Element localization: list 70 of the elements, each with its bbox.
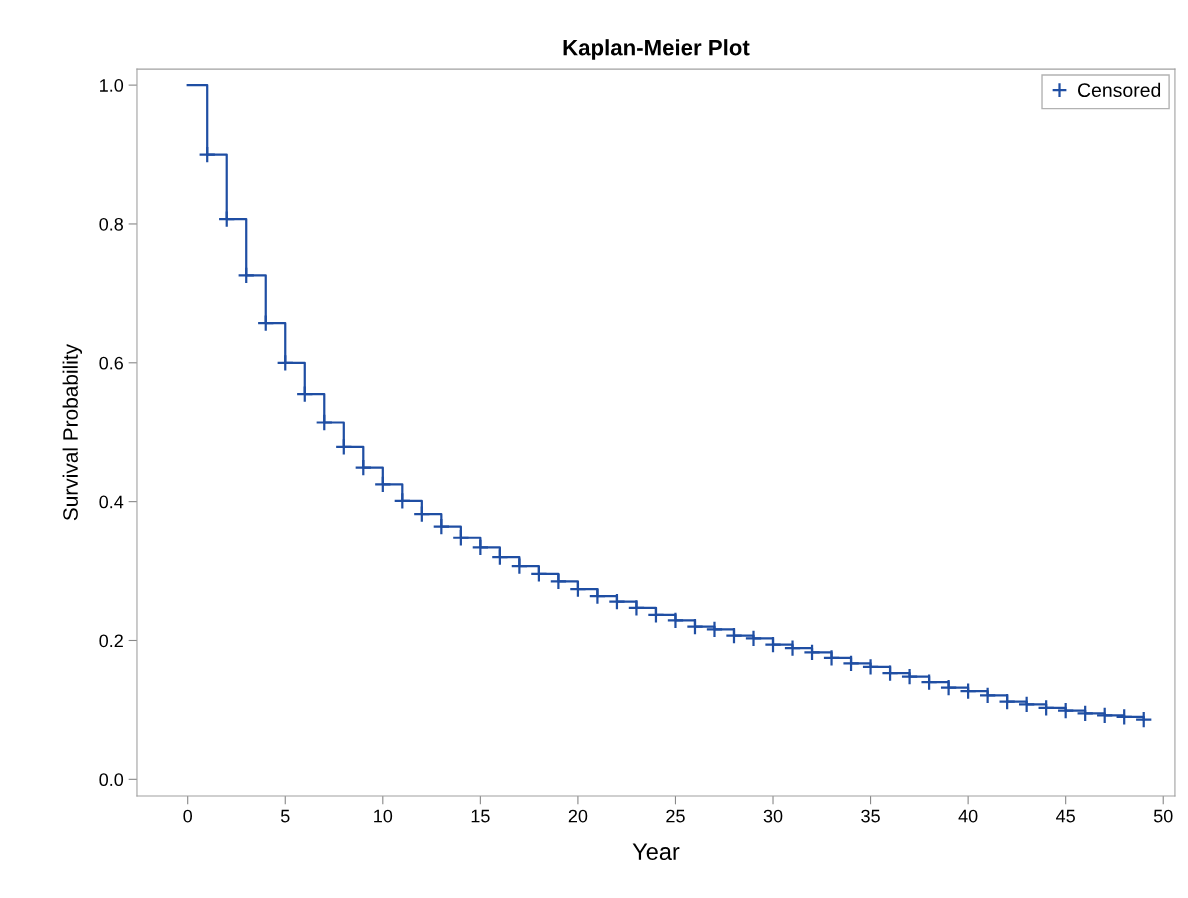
point — [686, 617, 704, 636]
point — [783, 639, 802, 657]
y-tick-label: 1.0 — [100, 79, 124, 92]
point — [471, 538, 490, 557]
point — [647, 606, 665, 624]
x-tick-label: 10 — [374, 809, 393, 823]
y-tick-label: 0.8 — [99, 217, 123, 231]
point — [530, 565, 548, 583]
point — [217, 210, 236, 228]
point — [803, 643, 821, 662]
point — [315, 413, 334, 432]
point — [978, 686, 997, 705]
point — [1115, 708, 1133, 726]
point — [432, 517, 451, 536]
point — [1037, 699, 1055, 717]
point — [296, 385, 314, 403]
point — [549, 572, 568, 591]
point — [491, 548, 509, 566]
point — [725, 626, 743, 645]
point — [276, 354, 294, 372]
x-tick-label: 25 — [666, 809, 685, 823]
point — [842, 654, 860, 673]
point — [627, 599, 646, 617]
point — [1076, 704, 1094, 723]
point — [393, 492, 412, 510]
point — [900, 667, 919, 686]
y-axis-title: Survival Probability — [62, 344, 83, 521]
point — [1056, 701, 1075, 720]
point — [959, 682, 977, 700]
x-tick-label: 45 — [1056, 809, 1075, 823]
x-tick-label: 20 — [568, 809, 588, 823]
point — [374, 475, 392, 494]
point — [764, 635, 782, 654]
point — [822, 649, 841, 667]
y-tick-label: 0.2 — [99, 634, 123, 648]
point — [335, 438, 353, 456]
point — [510, 557, 529, 575]
point — [920, 673, 938, 691]
x-tick-label: 0 — [183, 809, 193, 823]
point — [413, 505, 431, 523]
point — [861, 658, 880, 676]
x-tick-label: 50 — [1153, 809, 1173, 823]
x-tick-label: 5 — [280, 809, 290, 823]
point — [1017, 695, 1036, 714]
point — [939, 678, 958, 697]
point — [1134, 710, 1153, 729]
point — [237, 266, 255, 285]
x-tick-label: 40 — [958, 809, 978, 823]
point — [608, 592, 626, 611]
x-tick-label: 35 — [861, 809, 880, 823]
chart-title: Kaplan-Meier Plot — [563, 39, 750, 60]
legend-label: Censored — [1078, 82, 1161, 98]
point — [588, 587, 607, 605]
y-tick-label: 0.0 — [99, 773, 124, 787]
point — [1095, 706, 1114, 725]
x-tick-label: 15 — [471, 809, 490, 823]
point — [354, 458, 373, 477]
point — [569, 580, 587, 598]
x-axis-title: Year — [632, 843, 680, 861]
point — [257, 314, 275, 332]
point — [881, 664, 899, 682]
point — [666, 611, 685, 630]
point — [452, 528, 470, 547]
y-tick-label: 0.6 — [99, 356, 123, 370]
point — [705, 620, 724, 639]
point — [998, 692, 1016, 711]
x-tick-label: 30 — [763, 809, 783, 823]
point — [198, 145, 216, 164]
point — [744, 629, 763, 648]
y-tick-label: 0.4 — [99, 495, 124, 509]
